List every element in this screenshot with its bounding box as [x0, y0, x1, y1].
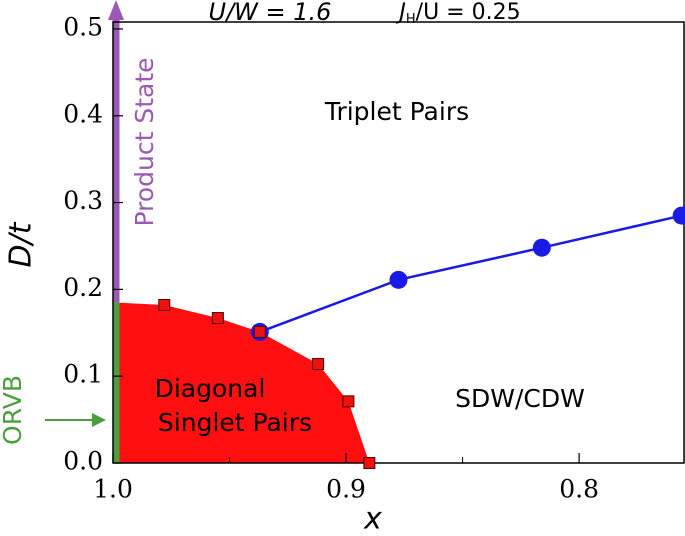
plot-frame [112, 21, 685, 464]
data-point [253, 325, 266, 338]
y-tick-label: 0.3 [63, 186, 103, 215]
x-tick-label: 0.8 [559, 475, 599, 504]
subtitle-part: J [395, 0, 406, 25]
subtitle-part: /U = 0.25 [416, 0, 521, 25]
phase-region [113, 302, 370, 463]
annotation: Diagonal [155, 374, 266, 403]
data-point [342, 395, 355, 408]
subtitle-part: H [406, 12, 416, 27]
y-tick-label: 0.0 [63, 447, 103, 476]
annotation: SDW/CDW [455, 384, 585, 413]
annotation: ORVB [0, 375, 27, 445]
x-tick-label: 0.9 [326, 475, 366, 504]
product-state-arrow [108, 0, 124, 20]
data-point [158, 299, 171, 312]
data-point [389, 270, 408, 289]
data-point [211, 312, 224, 325]
y-tick-label: 0.4 [63, 99, 103, 128]
y-tick-label: 0.5 [63, 12, 103, 41]
boundary-line [259, 214, 682, 334]
x-axis-label: x [363, 502, 382, 536]
annotation: Singlet Pairs [158, 408, 312, 437]
annotation: Product State [130, 57, 159, 226]
y-tick-label: 0.2 [63, 273, 103, 302]
data-point [312, 358, 325, 371]
y-axis-label: D/t [4, 221, 39, 267]
annotation: Triplet Pairs [324, 97, 469, 126]
chart-subtitle: JH/U = 0.25 [395, 0, 520, 27]
data-point [672, 206, 685, 225]
data-point [363, 457, 376, 469]
data-point [532, 238, 551, 257]
y-tick-label: 0.1 [63, 360, 103, 389]
x-tick-label: 1.0 [93, 475, 133, 504]
orvb-arrowhead [92, 413, 106, 427]
